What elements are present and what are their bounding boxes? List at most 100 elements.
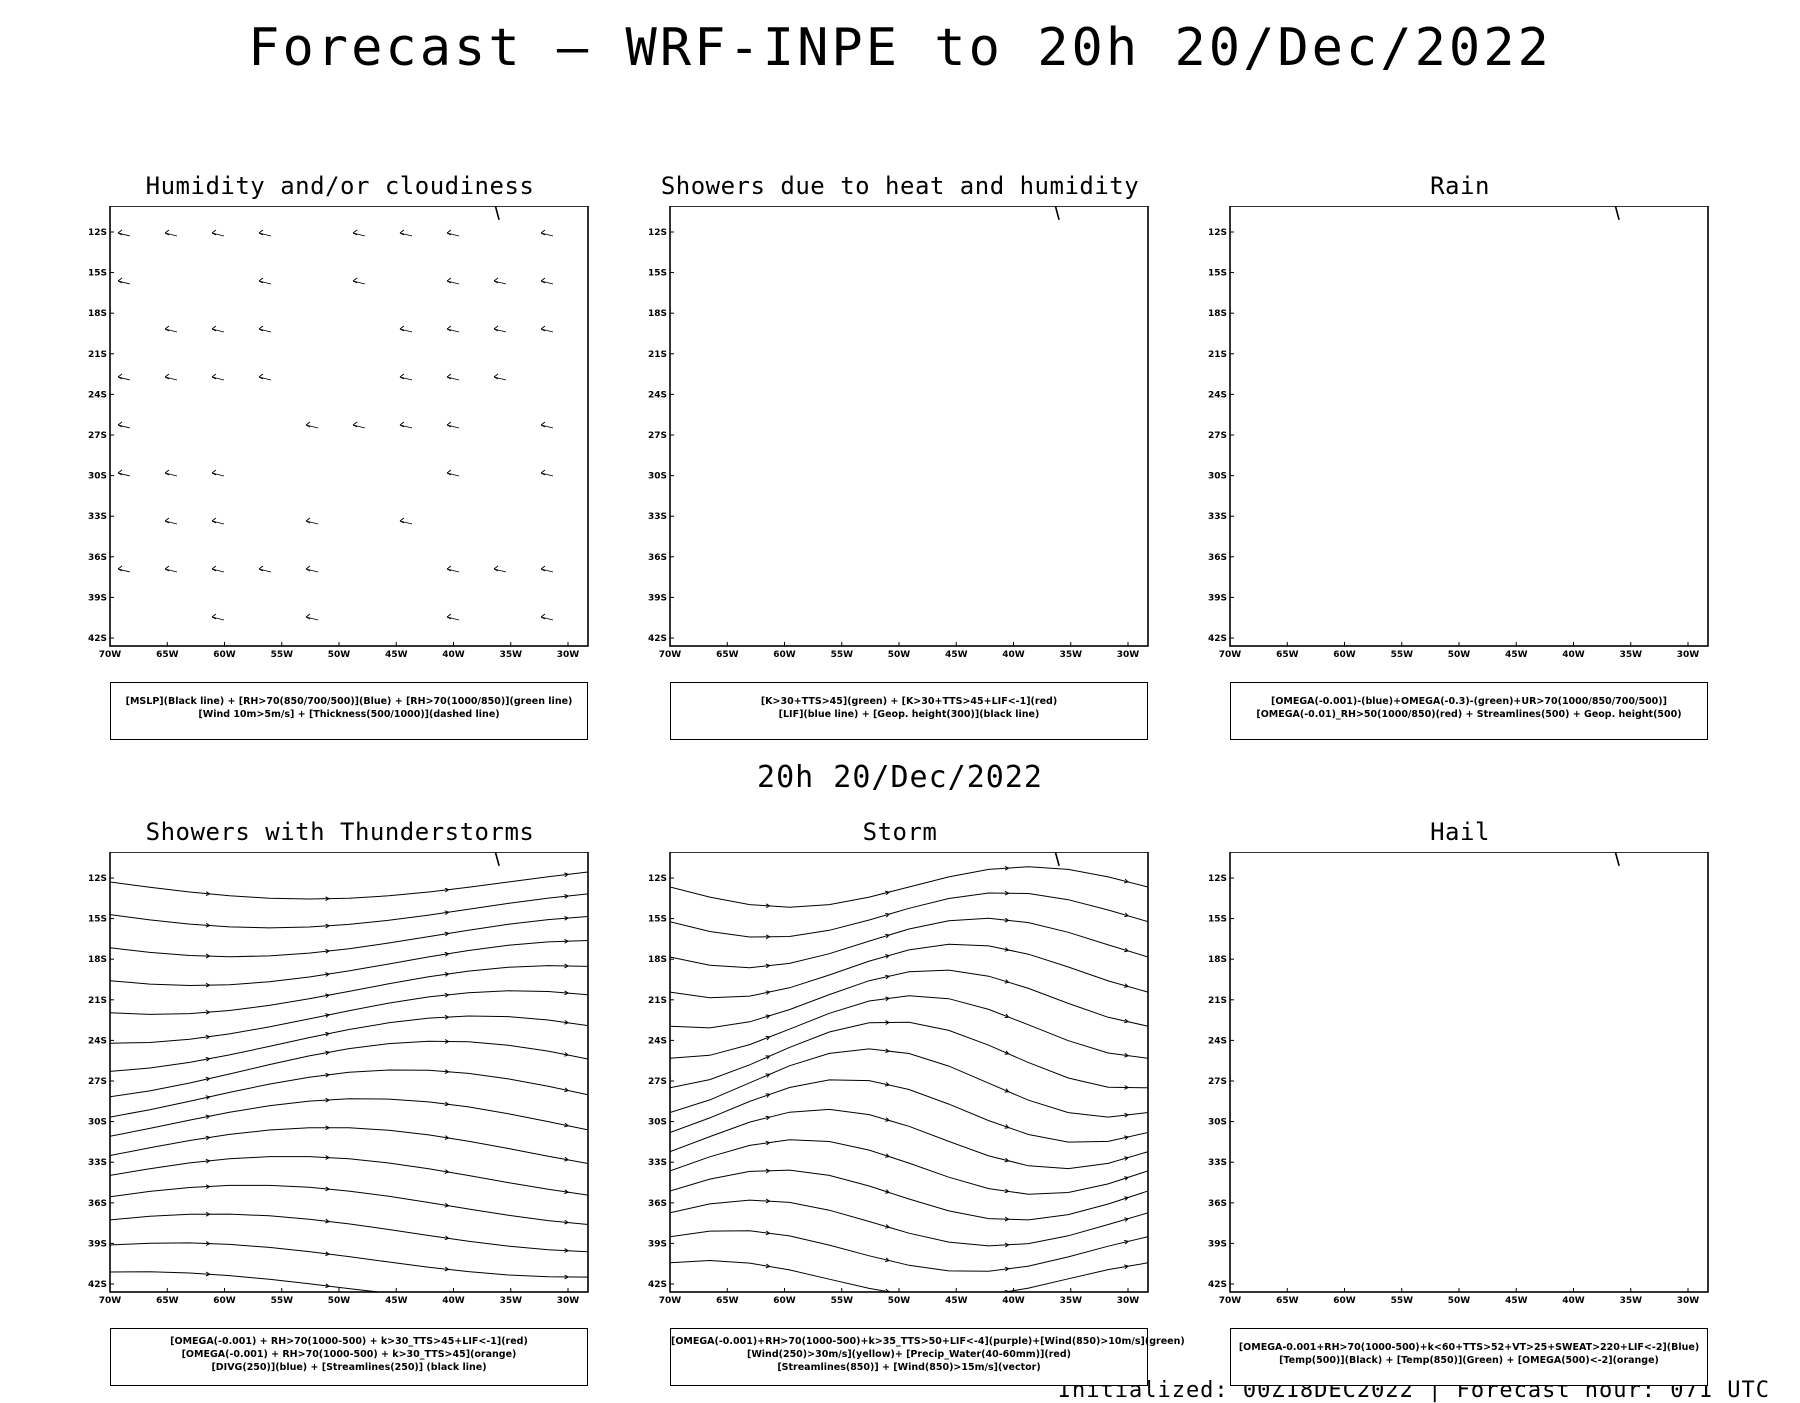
lat-tick-label: 24S: [1208, 390, 1227, 400]
lat-tick-label: 18S: [1208, 955, 1227, 965]
lat-tick-label: 18S: [648, 309, 667, 319]
lat-tick-label: 39S: [1208, 1239, 1227, 1249]
lat-tick-label: 21S: [1208, 996, 1227, 1006]
lat-tick-label: 39S: [88, 1239, 107, 1249]
lat-tick-label: 18S: [1208, 309, 1227, 319]
lon-tick-label: 40W: [442, 650, 465, 660]
lon-tick-label: 60W: [213, 650, 236, 660]
lon-tick-label: 55W: [271, 1296, 294, 1306]
lat-tick-label: 18S: [648, 955, 667, 965]
lat-tick-label: 36S: [648, 553, 667, 563]
map-layer: 2118151215-18121824: [1230, 852, 1620, 867]
map-frame: [669, 852, 1149, 1293]
lat-tick-label: 21S: [648, 350, 667, 360]
lon-tick-label: 45W: [385, 650, 408, 660]
lat-tick-label: 33S: [1208, 1158, 1227, 1168]
lon-tick-label: 35W: [500, 1296, 523, 1306]
lat-tick-label: 39S: [648, 1239, 667, 1249]
lat-tick-label: 27S: [648, 431, 667, 441]
lat-tick-label: 30S: [1208, 472, 1227, 482]
lat-tick-label: 15S: [88, 269, 107, 279]
map-plot: 9600960096009520952094409440952096009520…: [648, 206, 1149, 660]
lon-tick-label: 55W: [1391, 650, 1414, 660]
lat-tick-label: 15S: [648, 915, 667, 925]
lon-tick-label: 50W: [328, 650, 351, 660]
lon-tick-label: 30W: [1117, 650, 1140, 660]
panel-title: Storm: [862, 818, 938, 846]
lat-tick-label: 33S: [648, 1158, 667, 1168]
lon-tick-label: 30W: [557, 1296, 580, 1306]
panel-showers-heat: Showers due to heat and humidity 96009600…: [640, 172, 1160, 740]
lat-tick-label: 42S: [88, 1280, 107, 1290]
lat-tick-label: 33S: [88, 512, 107, 522]
legend-line: [OMEGA(-0.001) + RH>70(1000-500) + k>30_…: [170, 1336, 528, 1347]
lat-tick-label: 36S: [1208, 553, 1227, 563]
panel-title: Humidity and/or cloudiness: [145, 172, 535, 200]
lon-tick-label: 40W: [1002, 1296, 1025, 1306]
lon-tick-label: 35W: [500, 650, 523, 660]
lon-tick-label: 65W: [1276, 1296, 1299, 1306]
lon-tick-label: 70W: [659, 1296, 682, 1306]
panel-rain: Rain 58257657657357057658257912S 15S 18S 21S…: [1200, 172, 1720, 740]
lat-tick-label: 27S: [1208, 431, 1227, 441]
map-plot: 2118151215-1812182412S 15S 18S 21S 24S 27S 30S…: [1208, 852, 1709, 1306]
legend-line: [DIVG(250)](blue) + [Streamlines(250)] (…: [211, 1362, 487, 1373]
lon-tick-label: 60W: [1333, 650, 1356, 660]
lat-tick-label: 30S: [88, 1118, 107, 1128]
map-layer: 50405040: [670, 852, 1148, 1292]
lat-tick-label: 24S: [88, 390, 107, 400]
lat-tick-label: 30S: [88, 472, 107, 482]
map-frame: [669, 206, 1149, 647]
lat-tick-label: 24S: [88, 1036, 107, 1046]
lon-tick-label: 35W: [1620, 1296, 1643, 1306]
lon-tick-label: 55W: [831, 650, 854, 660]
lon-tick-label: 40W: [1002, 650, 1025, 660]
lon-tick-label: 60W: [773, 650, 796, 660]
lon-tick-label: 60W: [1333, 1296, 1356, 1306]
lon-tick-label: 60W: [773, 1296, 796, 1306]
lon-tick-label: 70W: [659, 650, 682, 660]
lat-tick-label: 42S: [88, 634, 107, 644]
lon-tick-label: 55W: [271, 650, 294, 660]
lon-tick-label: 35W: [1060, 1296, 1083, 1306]
lon-tick-label: 70W: [1219, 650, 1242, 660]
lat-tick-label: 21S: [88, 996, 107, 1006]
lat-tick-label: 39S: [648, 593, 667, 603]
legend-line: [K>30+TTS>45](green) + [K>30+TTS>45+LIF<…: [760, 696, 1058, 707]
panel-legend: [OMEGA(-0.001)-(blue)+OMEGA(-0.3)-(green…: [1230, 682, 1708, 740]
legend-line: [OMEGA(-0.001)-(blue)+OMEGA(-0.3)-(green…: [1271, 696, 1667, 707]
lat-tick-label: 24S: [1208, 1036, 1227, 1046]
lat-tick-label: 18S: [88, 955, 107, 965]
map-layer: 9600960096009520952094409440952096009520: [670, 206, 1060, 221]
legend-line: [OMEGA(-0.01)_RH>50(1000/850)(red) + Str…: [1256, 709, 1682, 720]
lon-tick-label: 50W: [888, 650, 911, 660]
panel-humidity: Humidity and/or cloudiness 10121012101210…: [80, 172, 600, 740]
lon-tick-label: 40W: [1562, 650, 1585, 660]
lon-tick-label: 30W: [1117, 1296, 1140, 1306]
lat-tick-label: 42S: [1208, 634, 1227, 644]
lat-tick-label: 15S: [88, 915, 107, 925]
lat-tick-label: 36S: [88, 553, 107, 563]
lat-tick-label: 21S: [88, 350, 107, 360]
map-frame: [1229, 206, 1709, 647]
map-plot: 58257657657357057658257912S 15S 18S 21S 24S 2…: [1208, 206, 1709, 660]
lon-tick-label: 50W: [328, 1296, 351, 1306]
legend-line: [LIF](blue line) + [Geop. height(300)](b…: [778, 709, 1040, 720]
map-plot: 5040504012S 15S 18S 21S 24S 27S 30S 33S 36S 39S 42…: [648, 852, 1149, 1306]
map-plot: 1012101210121008101210161020102410161012…: [88, 206, 589, 660]
panel-hail: Hail 2118151215-1812182412S 15S 18S 21S 24S 27…: [1200, 818, 1720, 1386]
lat-tick-label: 12S: [1208, 874, 1227, 884]
legend-line: [Streamlines(850)] + [Wind(850)>15m/s](v…: [777, 1362, 1041, 1373]
lat-tick-label: 27S: [88, 431, 107, 441]
lat-tick-label: 33S: [1208, 512, 1227, 522]
lon-tick-label: 65W: [716, 650, 739, 660]
main-title: Forecast – WRF-INPE to 20h 20/Dec/2022: [248, 18, 1552, 78]
legend-line: [Wind 10m>5m/s] + [Thickness(500/1000)](…: [198, 709, 500, 720]
lat-tick-label: 18S: [88, 309, 107, 319]
lon-tick-label: 65W: [156, 650, 179, 660]
legend-line: [Wind(250)>30m/s](yellow)+ [Precip_Water…: [746, 1349, 1071, 1360]
lat-tick-label: 12S: [648, 874, 667, 884]
lat-tick-label: 33S: [648, 512, 667, 522]
lat-tick-label: 30S: [648, 1118, 667, 1128]
lat-tick-label: 24S: [648, 1036, 667, 1046]
